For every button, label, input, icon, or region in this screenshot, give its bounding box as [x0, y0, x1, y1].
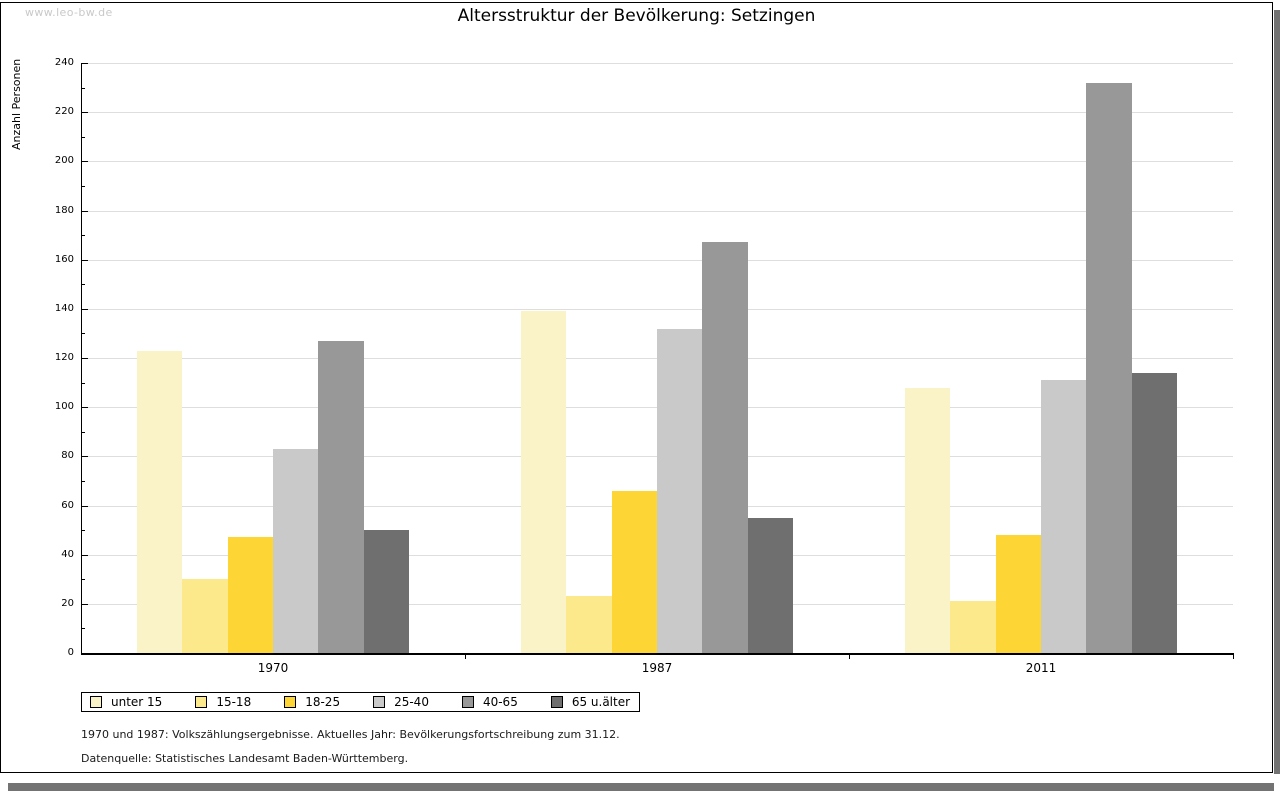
y-tick-label: 140 — [54, 303, 74, 314]
gridline — [82, 63, 1233, 64]
legend-label: 25-40 — [394, 695, 429, 709]
gridline — [82, 260, 1233, 261]
bar-1970-15-18 — [182, 579, 228, 653]
y-tick-label: 120 — [54, 352, 74, 363]
bar-1987-40-65 — [702, 242, 748, 653]
y-axis-line — [81, 63, 82, 653]
y-major-tick — [82, 506, 88, 507]
chart-panel: www.leo-bw.de Altersstruktur der Bevölke… — [0, 2, 1273, 773]
y-minor-tick — [82, 579, 85, 580]
gridline — [82, 309, 1233, 310]
footnote-source-note: 1970 und 1987: Volkszählungsergebnisse. … — [81, 728, 620, 741]
legend-item: 15-18 — [195, 695, 251, 709]
y-minor-tick — [82, 432, 85, 433]
legend-label: 65 u.älter — [571, 695, 631, 709]
y-minor-tick — [82, 383, 85, 384]
y-tick-label: 180 — [54, 205, 74, 216]
bar-1970-65-u.älter — [363, 530, 409, 653]
y-major-tick — [82, 555, 88, 556]
x-category-label: 1970 — [257, 661, 289, 675]
y-tick-label: 100 — [54, 401, 74, 412]
y-major-tick — [82, 112, 88, 113]
y-axis-title: Anzahl Personen — [10, 58, 23, 150]
x-category-label: 1987 — [641, 661, 673, 675]
y-minor-tick — [82, 88, 85, 89]
bar-2011-65-u.älter — [1131, 372, 1177, 653]
gridline — [82, 161, 1233, 162]
y-major-tick — [82, 456, 88, 457]
legend-item: unter 15 — [90, 695, 162, 709]
bar-1987-18-25 — [611, 490, 657, 653]
y-major-tick — [82, 63, 88, 64]
legend: unter 15 15-18 18-25 25-40 40-65 65 u.älter — [81, 692, 640, 712]
y-major-tick — [82, 309, 88, 310]
y-tick-label: 240 — [54, 57, 74, 68]
legend-item: 18-25 — [284, 695, 340, 709]
bar-1970-25-40 — [273, 448, 319, 653]
x-boundary-tick — [1233, 653, 1234, 659]
y-major-tick — [82, 407, 88, 408]
y-major-tick — [82, 358, 88, 359]
legend-swatch — [461, 696, 474, 708]
x-axis-line — [81, 653, 1234, 655]
bar-2011-18-25 — [995, 535, 1041, 653]
legend-label: 18-25 — [305, 695, 341, 709]
y-tick-label: 20 — [61, 598, 74, 609]
y-minor-tick — [82, 628, 85, 629]
panel-shadow-right — [1274, 10, 1280, 774]
footnote-data-source: Datenquelle: Statistisches Landesamt Bad… — [81, 752, 409, 765]
x-boundary-tick — [849, 653, 850, 659]
legend-item: 25-40 — [373, 695, 429, 709]
bar-1970-unter-15 — [137, 350, 183, 653]
y-minor-tick — [82, 235, 85, 236]
y-minor-tick — [82, 186, 85, 187]
y-minor-tick — [82, 481, 85, 482]
legend-item: 65 u.älter — [550, 695, 631, 709]
legend-label: unter 15 — [111, 695, 163, 709]
bar-1987-65-u.älter — [747, 517, 793, 653]
bar-2011-25-40 — [1041, 380, 1087, 653]
legend-swatch — [550, 696, 563, 708]
y-minor-tick — [82, 333, 85, 334]
y-major-tick — [82, 260, 88, 261]
legend-label: 40-65 — [482, 695, 518, 709]
legend-swatch — [195, 696, 208, 708]
y-minor-tick — [82, 284, 85, 285]
gridline — [82, 112, 1233, 113]
y-tick-label: 0 — [67, 647, 74, 658]
gridline — [82, 211, 1233, 212]
y-major-tick — [82, 604, 88, 605]
legend-label: 15-18 — [216, 695, 252, 709]
legend-swatch — [284, 696, 297, 708]
bar-2011-unter-15 — [905, 387, 951, 653]
y-tick-label: 200 — [54, 155, 74, 166]
y-minor-tick — [82, 530, 85, 531]
bar-1987-unter-15 — [521, 311, 567, 653]
y-major-tick — [82, 161, 88, 162]
y-major-tick — [82, 211, 88, 212]
y-tick-label: 220 — [54, 106, 74, 117]
bar-2011-40-65 — [1086, 82, 1132, 653]
bar-1987-15-18 — [566, 596, 612, 653]
bar-1970-40-65 — [318, 340, 364, 653]
bar-1970-18-25 — [227, 537, 273, 653]
x-boundary-tick — [465, 653, 466, 659]
bar-2011-15-18 — [950, 601, 996, 653]
watermark: www.leo-bw.de — [25, 6, 113, 19]
y-tick-label: 60 — [61, 500, 74, 511]
panel-shadow-bottom — [8, 783, 1274, 791]
y-tick-label: 160 — [54, 254, 74, 265]
x-category-label: 2011 — [1025, 661, 1057, 675]
legend-swatch — [90, 696, 102, 708]
bar-1987-25-40 — [657, 328, 703, 653]
chart-title: Altersstruktur der Bevölkerung: Setzinge… — [457, 6, 816, 26]
legend-swatch — [373, 696, 386, 708]
y-minor-tick — [82, 137, 85, 138]
y-tick-label: 40 — [61, 549, 74, 560]
y-tick-label: 80 — [61, 450, 74, 461]
legend-item: 40-65 — [461, 695, 518, 709]
